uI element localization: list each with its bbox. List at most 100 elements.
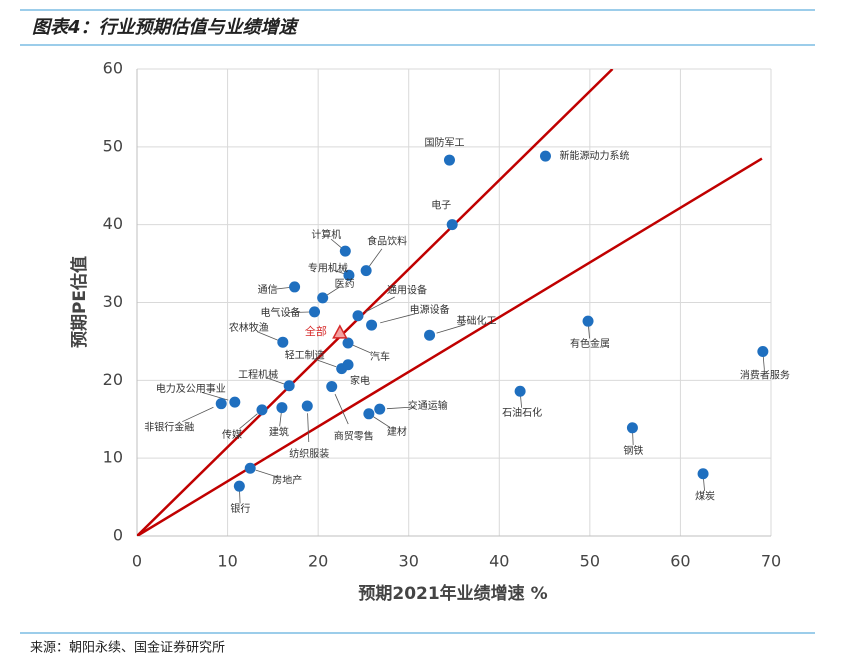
point-label: 医药 [335, 278, 355, 290]
leader-line [239, 413, 258, 429]
point [326, 381, 338, 393]
leader-line [333, 269, 346, 275]
leader-line [372, 416, 391, 428]
point [446, 219, 458, 231]
highlight-label: 全部 [305, 324, 327, 338]
point-label: 建材 [387, 425, 407, 438]
point [352, 310, 364, 322]
point [342, 337, 354, 349]
x-tick-label: 10 [217, 552, 237, 571]
y-tick-label: 20 [103, 370, 123, 389]
point [342, 359, 354, 371]
point [256, 404, 268, 416]
point [757, 346, 769, 358]
point-label: 电源设备 [410, 303, 450, 316]
point-label: 农林牧渔 [229, 321, 269, 334]
point [233, 480, 245, 492]
point [301, 400, 313, 412]
leader-line [289, 311, 310, 313]
point-label: 轻工制造 [285, 349, 325, 362]
point [424, 329, 436, 341]
point-label: 煤炭 [695, 490, 715, 503]
leader-line [325, 286, 340, 297]
x-tick-label: 40 [489, 552, 509, 571]
point [229, 396, 241, 408]
point [277, 336, 289, 348]
leader-line [386, 406, 416, 410]
y-tick-label: 40 [103, 214, 123, 233]
point-label: 汽车 [370, 350, 390, 363]
point [697, 468, 709, 480]
y-tick-label: 30 [103, 292, 123, 311]
point [363, 408, 375, 420]
y-tick-label: 0 [113, 526, 123, 545]
point [366, 319, 378, 331]
leader-line [313, 358, 337, 368]
point-label: 计算机 [311, 228, 341, 241]
point [360, 265, 372, 277]
point-label: 国防军工 [424, 136, 464, 149]
leader-line [265, 377, 285, 385]
point-label: 食品饮料 [367, 235, 407, 248]
leader-line [380, 313, 416, 324]
point-label: 通用设备 [387, 284, 427, 297]
leader-line [182, 406, 214, 423]
point [276, 402, 288, 414]
x-tick-label: 50 [580, 552, 600, 571]
point-label: 新能源动力系统 [559, 149, 629, 162]
point-label: 非银行金融 [144, 421, 194, 434]
point [244, 462, 256, 474]
point-label: 商贸零售 [334, 430, 374, 443]
point-label: 专用机械 [308, 261, 348, 274]
point-label: 银行 [230, 502, 250, 515]
y-tick-label: 50 [103, 136, 123, 155]
leader-line [632, 431, 634, 446]
point [374, 403, 386, 415]
point-label: 石油石化 [502, 406, 542, 419]
point [539, 150, 551, 162]
leader-line [436, 324, 465, 334]
point-label: 通信 [258, 284, 278, 296]
leader-line [352, 344, 373, 354]
point-label: 电力及公用事业 [156, 382, 226, 395]
point [582, 315, 594, 327]
point [289, 281, 301, 293]
x-tick-label: 30 [399, 552, 419, 571]
point-label: 传媒 [222, 429, 242, 441]
leader-line [330, 238, 343, 250]
leader-line [368, 248, 383, 267]
point [309, 306, 321, 318]
leader-line [702, 477, 705, 492]
point-label: 交通运输 [408, 399, 448, 412]
leader-line [587, 324, 590, 339]
y-tick-label: 10 [103, 448, 123, 467]
leader-line [255, 469, 279, 478]
leader-line [239, 489, 241, 504]
leader-line [274, 286, 291, 290]
point [343, 269, 355, 281]
point-label: 消费者服务 [740, 369, 790, 382]
point-label: 房地产 [272, 473, 302, 486]
leader-line [279, 411, 282, 427]
chart-title: 图表4：行业预期估值与业绩增速 [32, 17, 300, 38]
leader-line [334, 393, 349, 425]
point [215, 398, 227, 410]
x-tick-label: 20 [308, 552, 328, 571]
point-label: 钢铁 [623, 444, 643, 457]
point [626, 422, 638, 434]
y-axis-label: 预期PE估值 [69, 256, 90, 348]
source: 来源：朝阳永续、国金证券研究所 [30, 640, 225, 656]
point-label: 家电 [350, 374, 370, 387]
point-label: 有色金属 [570, 337, 610, 350]
y-tick-label: 60 [103, 59, 123, 78]
point-label: 建筑 [269, 426, 289, 439]
reference-line [137, 69, 614, 536]
point [317, 292, 329, 304]
point-label: 基础化工 [457, 314, 497, 327]
point [514, 385, 526, 397]
point [443, 154, 455, 166]
leader-line [365, 296, 395, 313]
x-tick-label: 0 [132, 552, 142, 571]
point-label: 纺织服装 [289, 447, 329, 460]
